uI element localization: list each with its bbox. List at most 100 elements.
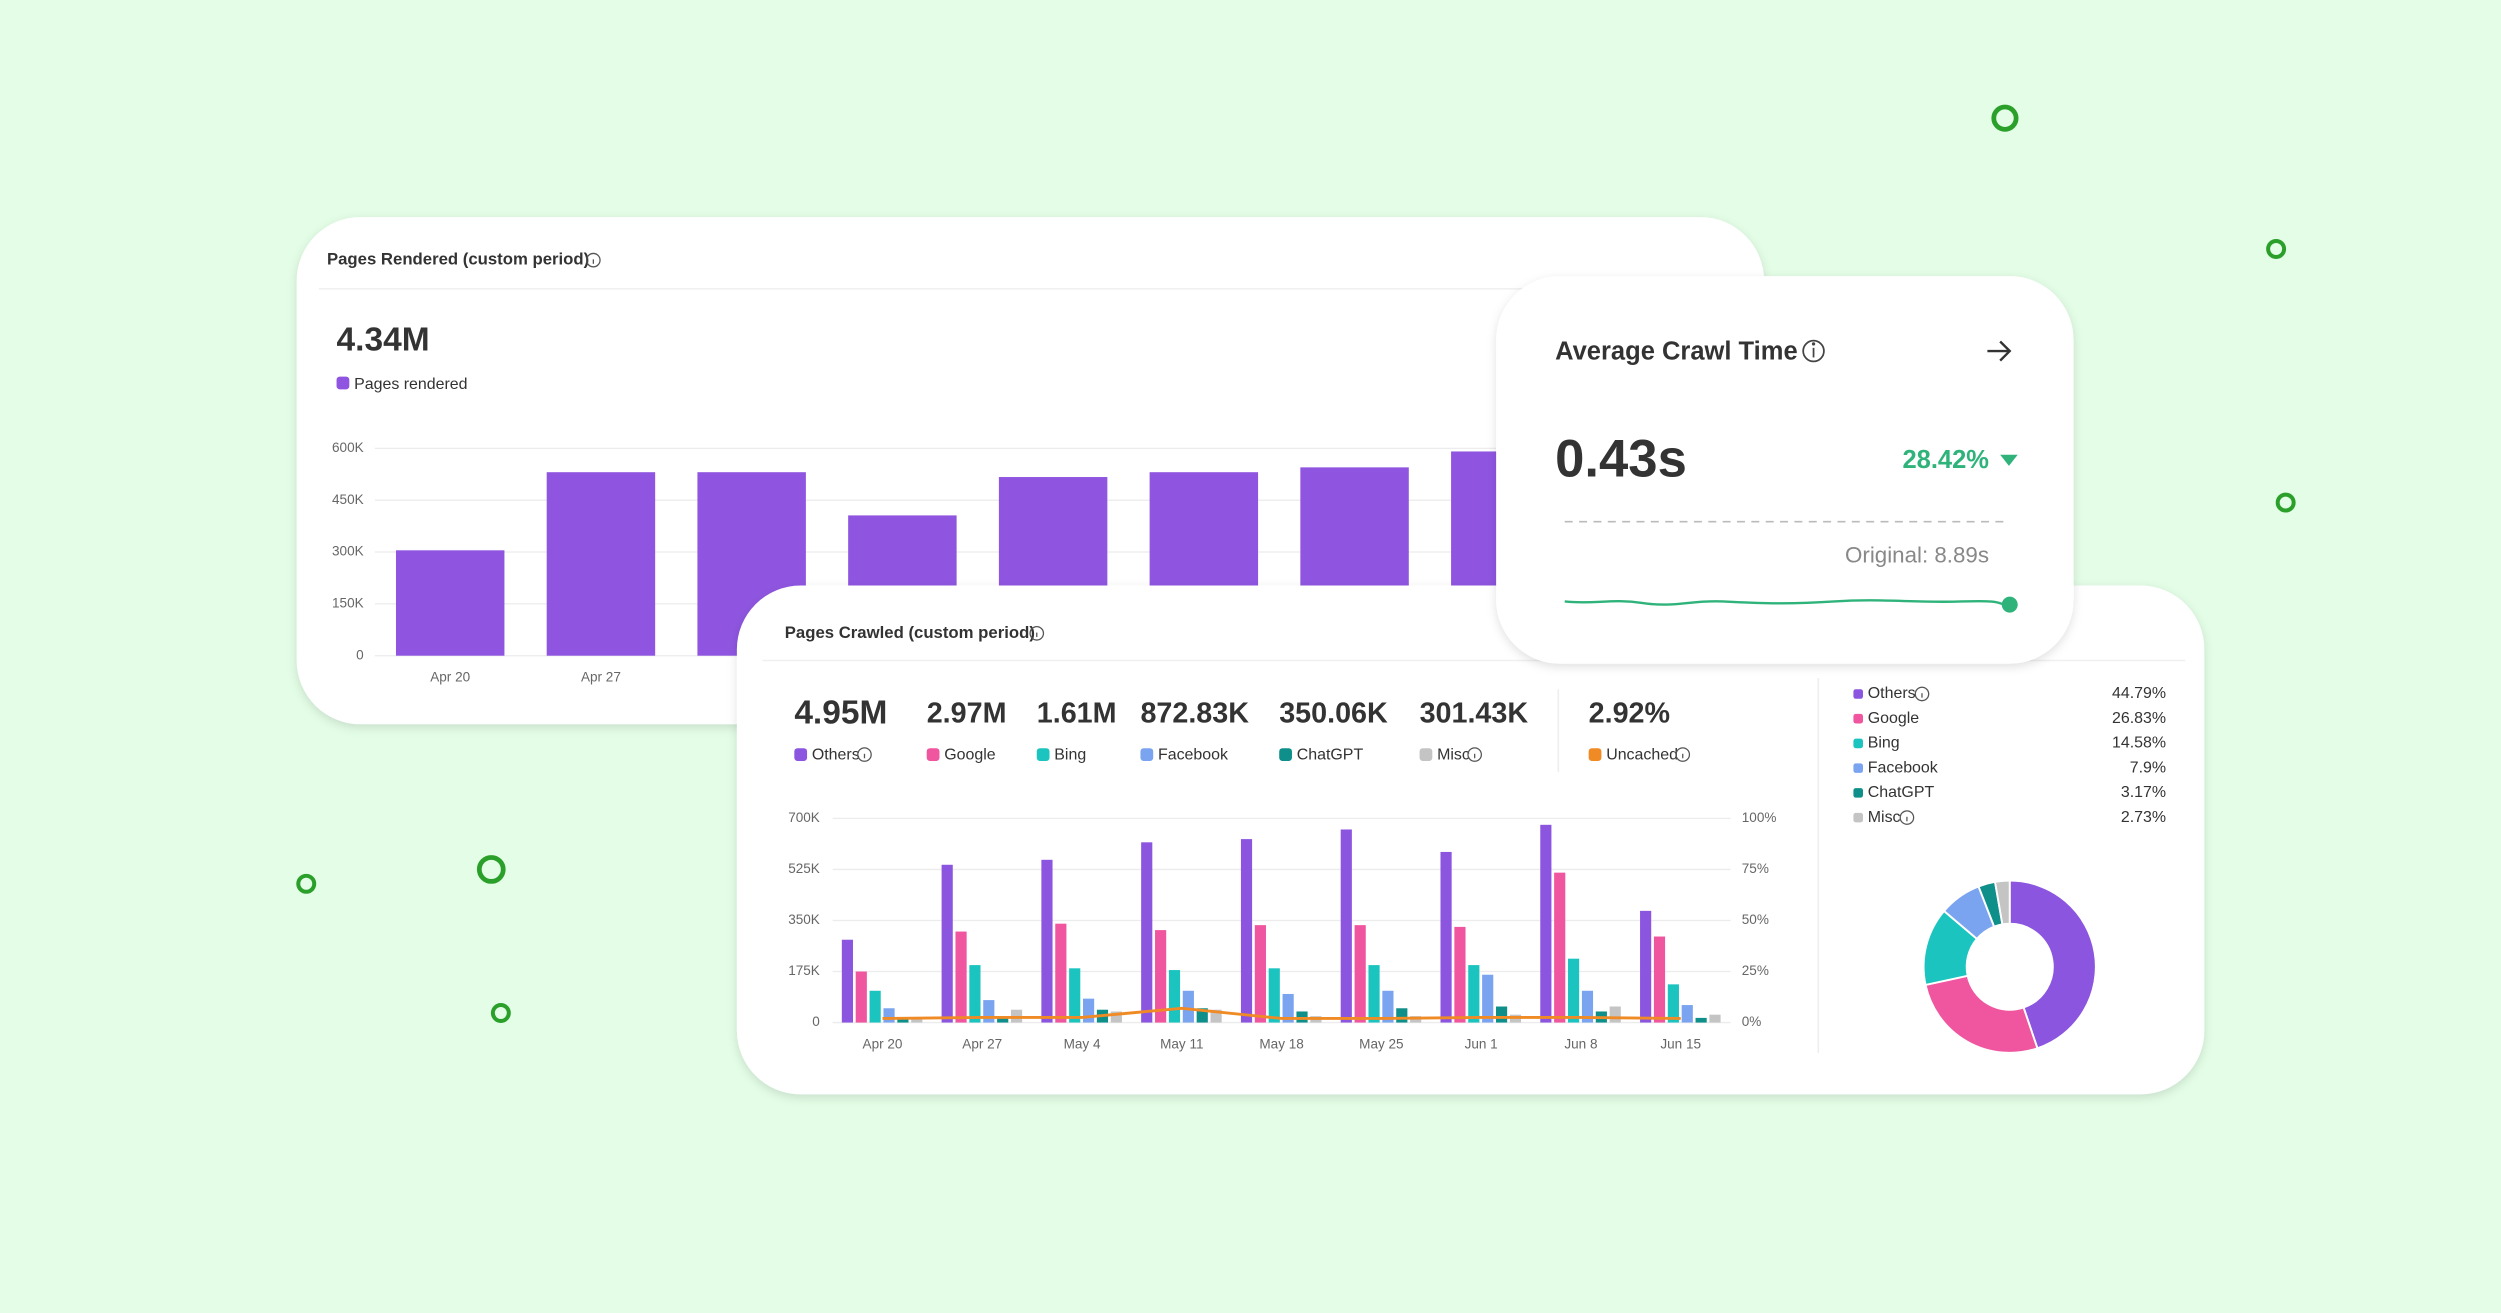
legend-value: 14.58% [2112,735,2166,752]
pages-crawled-card: Pages Crawled (custom period) 0 175K 350K 5… [736,585,2205,1095]
bar [969,965,981,1023]
bar [1667,984,1679,1023]
bar [955,931,967,1023]
y-tick-label: 350K [788,912,820,927]
legend-swatch [1853,713,1863,724]
bar [1609,1006,1621,1023]
info-ring [586,252,601,268]
y-tick-label: 75% [1742,861,1769,876]
bar [1468,965,1480,1023]
open-arrow[interactable] [1987,340,2012,362]
info-icon[interactable] [1675,747,1691,762]
y-tick-label: 600K [332,440,364,455]
info-icon[interactable] [1914,686,1930,702]
info-ring [857,747,872,762]
kpi-value: 4.95M [794,695,887,732]
legend-label: Uncached [1606,747,1678,764]
legend-label: Misc [1868,809,1901,826]
info-ring [1029,626,1045,641]
bar [1282,993,1294,1023]
legend-value: 3.17% [2121,784,2166,801]
legend-label: ChatGPT [1297,747,1364,764]
legend-swatch [1853,689,1863,699]
card-title: Pages Crawled (custom period) [785,623,1035,642]
legend-swatch [1588,748,1602,761]
legend-swatch [794,748,808,761]
legend-label: Misc [1437,747,1470,764]
kpi-value: 2.92% [1589,697,1670,729]
bar [1055,923,1067,1023]
y-tick-label: 50% [1742,912,1769,927]
y-tick-label: 25% [1742,963,1769,978]
legend-label: Google [944,747,996,764]
legend-label: Facebook [1868,759,1938,776]
sparkline [1564,599,2010,606]
legend-label: Others [1868,685,1916,702]
card [736,585,2205,1095]
legend-swatch [926,748,940,761]
info-icon[interactable] [857,747,872,762]
info-ring [1467,747,1483,762]
bar [1568,958,1580,1023]
kpi-value: 301.43K [1420,697,1529,729]
legend-label: Google [1868,710,1920,727]
bar [911,1019,923,1023]
bar [546,472,656,656]
bar [1340,829,1352,1023]
y-tick-label: 525K [788,861,820,876]
kpi-value: 2.97M [927,697,1007,729]
x-tick-label: Apr 27 [962,1036,1002,1051]
bar [1709,1014,1721,1023]
bar [869,990,881,1023]
legend-swatch [336,376,350,390]
x-tick-label: Jun 8 [1564,1036,1597,1051]
legend-swatch [1853,763,1863,773]
bar [395,550,505,656]
kpi-value: 872.83K [1140,697,1249,729]
bar [1382,990,1394,1023]
line-series [882,1006,1681,1020]
bar [841,939,853,1023]
info-icon[interactable] [1467,747,1483,762]
legend-label: ChatGPT [1868,784,1935,801]
sparkline-dot [2001,596,2018,613]
y-tick-label: 0% [1742,1014,1762,1029]
bar [1681,1005,1693,1023]
bar [1069,968,1081,1023]
info-icon[interactable] [586,252,601,268]
info-icon[interactable] [1899,810,1915,825]
total: 4.34M [337,321,430,358]
donut-slice [2008,879,2097,1050]
bar [1368,965,1380,1023]
bar [1196,1008,1208,1023]
y-tick-label: 300K [332,544,364,559]
legend-swatch [1036,748,1050,761]
bar [883,1008,895,1023]
donut-slice [1924,974,2039,1054]
bar [1554,872,1566,1023]
info-icon[interactable] [1029,626,1045,641]
kpi-value: 1.61M [1037,697,1117,729]
bar [1495,1006,1508,1023]
bar [1354,925,1366,1023]
bar [1182,990,1194,1023]
legend-value: 26.83% [2112,710,2166,727]
bar [1440,851,1452,1023]
bar [1254,925,1266,1023]
bar [855,971,867,1023]
bar [1141,842,1153,1023]
legend-label: Bing [1054,747,1086,764]
original-value: Original: 8.89s [1845,543,1989,568]
metric-value: 0.43s [1555,430,1687,489]
info-ring [1914,686,1930,702]
bar [1640,910,1652,1023]
legend-swatch [1853,738,1863,749]
legend-label: Pages rendered [354,376,467,393]
bar [1155,930,1167,1023]
x-tick-label: Apr 20 [863,1036,903,1051]
crawl-time-card: Average Crawl Time 0.43s 28.42% Original… [1496,276,2074,664]
info-icon[interactable] [1802,339,1825,363]
card [1496,276,2074,664]
bar [1210,1009,1222,1023]
